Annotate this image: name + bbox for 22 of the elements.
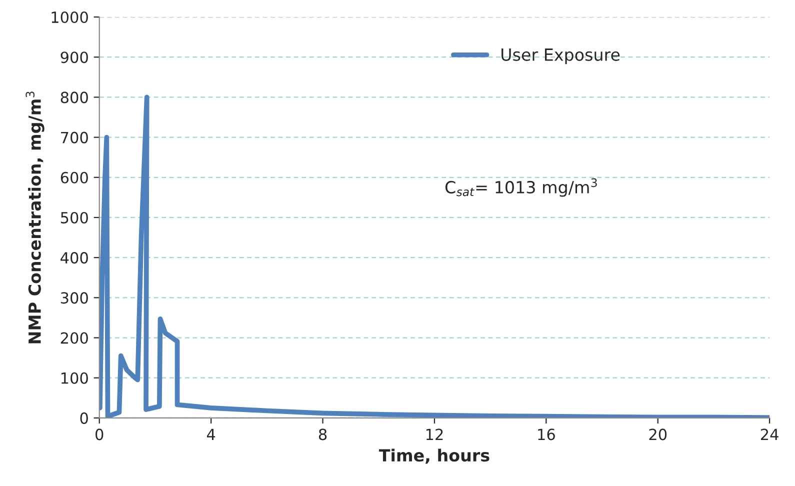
y-tick-label: 500	[60, 212, 88, 224]
x-axis-title: Time, hours	[378, 448, 490, 464]
y-tick-label: 100	[61, 372, 88, 384]
y-tick-label: 900	[60, 52, 88, 64]
y-axis-title: NMP Concentration, mg/m$^{3}$	[26, 92, 44, 344]
x-tick-label: 12	[426, 428, 443, 440]
y-tick-label: 0	[80, 412, 88, 424]
x-tick-label: 24	[760, 428, 778, 440]
x-tick-label: 0	[96, 428, 104, 440]
x-tick-label: 16	[538, 428, 555, 440]
y-tick-label: 300	[60, 292, 88, 304]
y-tick-label: 200	[60, 332, 88, 344]
x-tick-label: 20	[649, 428, 667, 440]
legend-label: User Exposure	[502, 48, 620, 64]
x-tick-label: 4	[206, 428, 216, 440]
y-tick-label: 800	[60, 92, 88, 104]
y-tick-label: 600	[60, 172, 88, 184]
annotation: C$_{sat}$= 1013 mg/m$^{3}$	[445, 178, 597, 197]
y-tick-label: 400	[60, 252, 88, 264]
y-tick-label: 1000	[52, 11, 88, 24]
x-tick-label: 8	[318, 428, 327, 440]
y-tick-label: 700	[61, 132, 88, 144]
